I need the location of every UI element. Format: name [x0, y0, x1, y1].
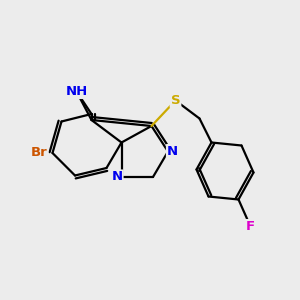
Text: N: N: [111, 170, 123, 184]
Text: N: N: [167, 145, 178, 158]
Text: NH: NH: [65, 85, 88, 98]
Text: Br: Br: [31, 146, 47, 160]
Text: F: F: [246, 220, 255, 233]
Text: S: S: [171, 94, 180, 107]
